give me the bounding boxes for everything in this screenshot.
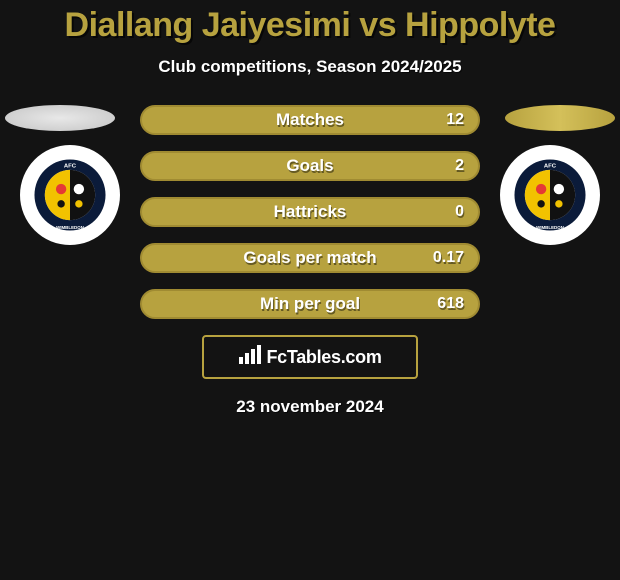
svg-text:AFC: AFC: [544, 164, 557, 170]
stat-row: Matches 12: [140, 105, 480, 135]
stat-value: 2: [455, 157, 464, 175]
stat-label: Min per goal: [260, 294, 360, 314]
player-right-ellipse: [505, 105, 615, 131]
stats-list: Matches 12 Goals 2 Hattricks 0 Goals per match…: [140, 105, 480, 319]
stat-value: 12: [446, 111, 464, 129]
stat-value: 0: [455, 203, 464, 221]
stat-value: 618: [437, 295, 464, 313]
stat-label: Hattricks: [274, 202, 347, 222]
stat-row: Goals 2: [140, 151, 480, 181]
club-crest-icon: AFC WIMBLEDON: [513, 158, 587, 232]
club-crest-icon: AFC WIMBLEDON: [33, 158, 107, 232]
svg-text:AFC: AFC: [64, 164, 77, 170]
player-left-ellipse: [5, 105, 115, 131]
svg-text:WIMBLEDON: WIMBLEDON: [56, 225, 84, 230]
bar-chart-icon: [238, 345, 262, 370]
page-subtitle: Club competitions, Season 2024/2025: [0, 57, 620, 77]
club-badge-left: AFC WIMBLEDON: [20, 145, 120, 245]
stat-value: 0.17: [433, 249, 464, 267]
comparison-content: AFC WIMBLEDON AFC WIMBLEDON Matches 12 Goa…: [0, 105, 620, 417]
club-badge-right: AFC WIMBLEDON: [500, 145, 600, 245]
stat-row: Hattricks 0: [140, 197, 480, 227]
stat-label: Goals: [286, 156, 333, 176]
stat-label: Goals per match: [243, 248, 376, 268]
brand-footer: FcTables.com: [202, 335, 418, 379]
stat-label: Matches: [276, 110, 344, 130]
stat-row: Min per goal 618: [140, 289, 480, 319]
snapshot-date: 23 november 2024: [0, 397, 620, 417]
svg-text:WIMBLEDON: WIMBLEDON: [536, 225, 564, 230]
page-title: Diallang Jaiyesimi vs Hippolyte: [0, 0, 620, 45]
brand-name: FcTables.com: [266, 347, 381, 368]
stat-row: Goals per match 0.17: [140, 243, 480, 273]
